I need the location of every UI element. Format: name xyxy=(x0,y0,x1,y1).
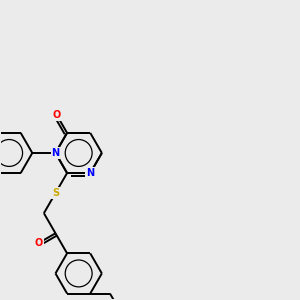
Text: S: S xyxy=(52,188,59,198)
Text: N: N xyxy=(51,148,59,158)
Text: O: O xyxy=(34,238,43,248)
Text: N: N xyxy=(86,168,94,178)
Text: O: O xyxy=(52,110,61,120)
